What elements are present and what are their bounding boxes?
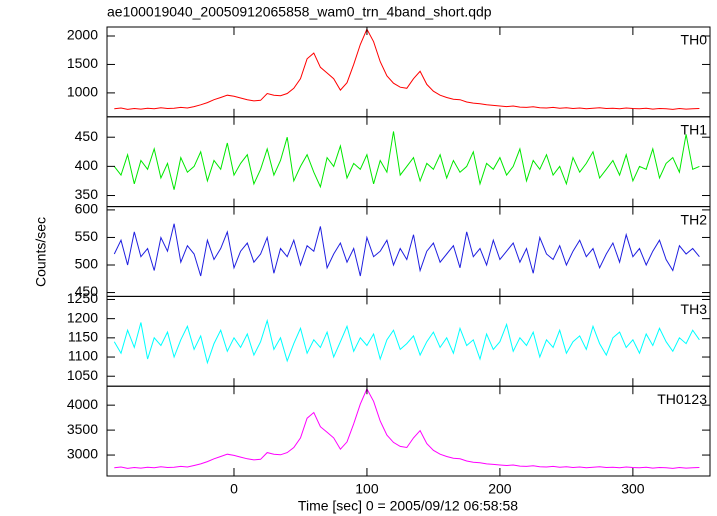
x-tick-label: 300 — [621, 481, 645, 497]
panel-frame — [106, 385, 711, 477]
series-line — [113, 131, 700, 190]
y-axis-label: Counts/sec — [33, 217, 49, 287]
series-line — [114, 387, 700, 469]
panel-frame — [106, 116, 711, 208]
y-tick-label: 450 — [75, 128, 99, 144]
y-tick-label: 2000 — [67, 27, 98, 43]
y-tick-label: 1500 — [67, 55, 98, 71]
y-tick-label: 1000 — [67, 84, 98, 100]
x-tick-label: 100 — [355, 481, 379, 497]
series-line — [114, 28, 700, 110]
y-tick-label: 4000 — [67, 396, 98, 412]
series-line — [113, 318, 700, 365]
y-tick-label: 600 — [75, 201, 99, 217]
panel-label: TH1 — [681, 122, 708, 138]
y-tick-label: 350 — [75, 186, 99, 202]
x-tick-label: 0 — [230, 481, 238, 497]
y-tick-label: 1100 — [68, 348, 98, 364]
y-tick-label: 450 — [75, 283, 99, 299]
y-tick-label: 1050 — [67, 367, 98, 383]
y-tick-label: 1250 — [67, 290, 98, 306]
panel-label: TH0123 — [657, 391, 707, 407]
y-tick-label: 550 — [75, 228, 99, 244]
chart-title: ae100019040_20050912065858_wam0_trn_4ban… — [107, 4, 492, 20]
x-tick-label: 200 — [488, 481, 512, 497]
y-tick-label: 500 — [75, 256, 99, 272]
series-line — [113, 223, 700, 277]
x-axis-label: Time [sec] 0 = 2005/09/12 06:58:58 — [298, 498, 518, 514]
panel-label: TH0 — [681, 32, 708, 48]
panel-label: TH3 — [681, 301, 708, 317]
y-tick-label: 1150 — [68, 329, 98, 345]
y-tick-label: 3000 — [67, 446, 98, 462]
panel-frame — [106, 26, 711, 118]
panel-label: TH2 — [681, 211, 708, 227]
y-tick-label: 400 — [75, 157, 99, 173]
y-tick-label: 1200 — [67, 309, 98, 325]
y-tick-label: 3500 — [67, 421, 98, 437]
